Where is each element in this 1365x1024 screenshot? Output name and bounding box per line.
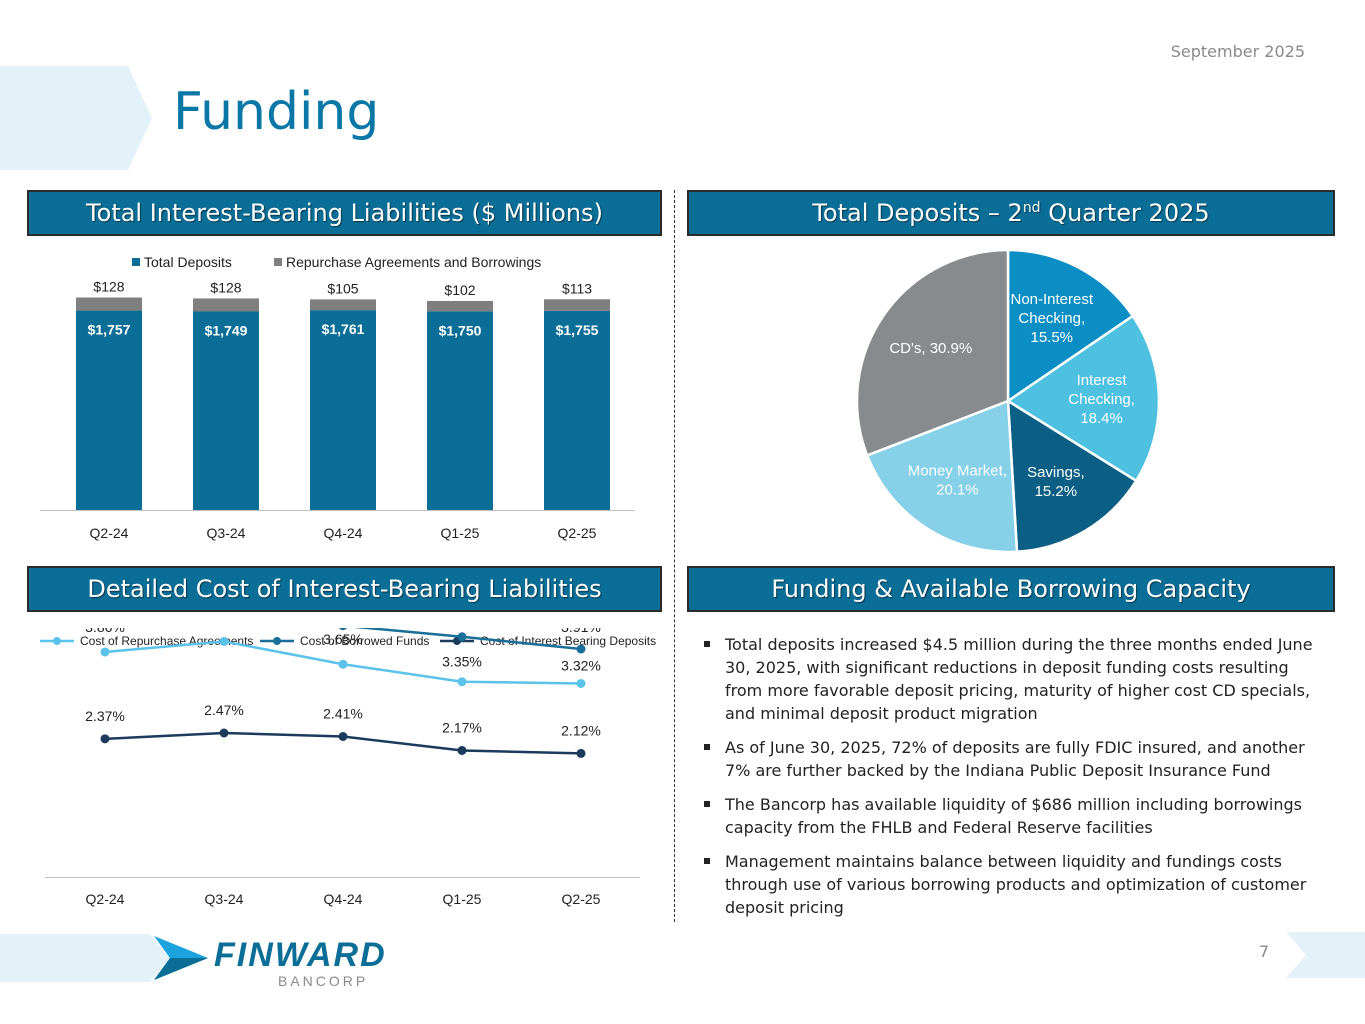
page-title: Funding <box>173 82 380 142</box>
line-data-label: 2.47% <box>204 702 244 718</box>
footer-chevron-decoration-right <box>1286 932 1365 978</box>
bar-total-deposits <box>544 310 610 510</box>
series-line <box>353 628 582 651</box>
pie-slice-label: Money Market, 20.1% <box>908 462 1007 498</box>
x-tick-label: Q2-25 <box>558 525 597 541</box>
data-point <box>576 644 586 654</box>
line-data-label: 4.04% <box>204 628 244 629</box>
x-tick-label: Q3-24 <box>207 525 246 541</box>
line-data-label: 2.41% <box>323 705 363 721</box>
data-point <box>576 748 586 758</box>
line-data-label: 2.12% <box>561 722 601 738</box>
bar-total-deposits <box>427 311 493 510</box>
logo-name: FINWARD <box>214 936 387 974</box>
list-item: The Bancorp has available liquidity of $… <box>704 793 1314 839</box>
bar-repurchase-borrowings <box>427 300 493 312</box>
bar-data-label: $105 <box>327 280 358 296</box>
data-point <box>100 734 110 744</box>
legend-swatch <box>274 258 282 266</box>
bar-data-label: $1,749 <box>205 322 248 338</box>
bar-repurchase-borrowings <box>544 299 610 311</box>
pie-slice <box>1006 398 1138 554</box>
data-point <box>457 745 467 755</box>
legend-label: Cost of Repurchase Agreements <box>80 634 253 648</box>
bar-total-deposits <box>310 310 376 510</box>
legend-swatch <box>132 258 140 266</box>
logo-sub: BANCORP <box>278 973 368 989</box>
bar-data-label: $1,757 <box>88 322 131 338</box>
footer-chevron-decoration-left <box>0 934 170 982</box>
data-point <box>338 731 348 741</box>
data-point <box>219 728 229 738</box>
text-panel-header: Funding & Available Borrowing Capacity <box>687 566 1335 612</box>
line-data-label: 2.17% <box>442 719 482 735</box>
legend-marker <box>273 637 281 645</box>
list-item: As of June 30, 2025, 72% of deposits are… <box>704 736 1314 782</box>
bar-repurchase-borrowings <box>193 298 259 312</box>
data-point <box>219 636 229 646</box>
line-data-label: 3.35% <box>442 654 482 670</box>
page-number: 7 <box>1258 942 1269 961</box>
bar-repurchase-borrowings <box>76 297 142 311</box>
x-tick-label: Q3-24 <box>205 891 244 907</box>
line-data-label: 2.37% <box>85 708 125 724</box>
x-tick-label: Q2-24 <box>86 891 125 907</box>
line-data-label: 3.65% <box>323 631 363 647</box>
line-data-label: 3.91% <box>561 628 601 635</box>
x-tick-label: Q4-24 <box>324 891 363 907</box>
bar-total-deposits <box>193 311 259 510</box>
x-tick-label: Q1-25 <box>441 525 480 541</box>
pie-slice-label: Savings, 15.2% <box>1027 464 1085 500</box>
bar-data-label: $113 <box>562 280 592 296</box>
bar-repurchase-borrowings <box>310 299 376 311</box>
report-date: September 2025 <box>1170 42 1305 61</box>
data-point <box>339 628 347 631</box>
bar-total-deposits <box>76 310 142 510</box>
x-tick-label: Q1-25 <box>443 891 482 907</box>
data-point <box>457 677 467 687</box>
pie-slice <box>1005 314 1161 483</box>
bar-data-label: $1,750 <box>439 322 482 338</box>
pie-slice <box>1006 248 1135 404</box>
list-item: Total deposits increased $4.5 million du… <box>704 633 1314 725</box>
finward-logo: FINWARD BANCORP <box>154 936 387 989</box>
pie-slice <box>855 248 1010 458</box>
data-point <box>576 678 586 688</box>
bar-data-label: $128 <box>210 279 241 295</box>
legend-label: Total Deposits <box>144 254 232 270</box>
line-data-label: 3.32% <box>561 657 601 673</box>
data-point <box>457 632 467 642</box>
pie-slice-label: CD's, 30.9% <box>889 340 972 357</box>
funding-bullet-list: Total deposits increased $4.5 million du… <box>704 633 1314 930</box>
x-tick-label: Q4-24 <box>324 525 363 541</box>
x-tick-label: Q2-25 <box>562 891 601 907</box>
bar-data-label: $128 <box>93 279 124 295</box>
pie-slice-label: Interest Checking, 18.4% <box>1068 372 1135 427</box>
deposits-pie-chart: Non-Interest Checking, 15.5% Interest Checki… <box>855 248 1161 554</box>
pie-chart-header: Total Deposits – 2nd Quarter 2025 <box>687 190 1335 236</box>
bar-chart-header: Total Interest-Bearing Liabilities ($ Mi… <box>27 190 662 236</box>
x-tick-label: Q2-24 <box>90 525 129 541</box>
legend-marker <box>53 637 61 645</box>
data-point <box>338 659 348 669</box>
bar-data-label: $1,755 <box>556 322 599 338</box>
bar-data-label: $102 <box>444 282 475 298</box>
liabilities-bar-chart: Total Deposits Repurchase Agreements and … <box>40 254 635 541</box>
pie-slice <box>865 399 1019 554</box>
legend-label: Repurchase Agreements and Borrowings <box>286 254 541 270</box>
list-item: Management maintains balance between liq… <box>704 850 1314 919</box>
vertical-divider <box>674 190 675 922</box>
cost-line-chart: Cost of Repurchase Agreements Cost of Bor… <box>40 628 656 907</box>
line-chart-header: Detailed Cost of Interest-Bearing Liabil… <box>27 566 662 612</box>
header-chevron-decoration <box>0 66 152 170</box>
pie-slice-label: Non-Interest Checking, 15.5% <box>1010 291 1093 346</box>
data-point <box>100 647 110 657</box>
legend-label: Cost of Borrowed Funds <box>300 634 429 648</box>
line-data-label: 3.86% <box>85 628 125 635</box>
bar-data-label: $1,761 <box>322 321 365 337</box>
legend-label: Cost of Interest Bearing Deposits <box>480 634 656 648</box>
